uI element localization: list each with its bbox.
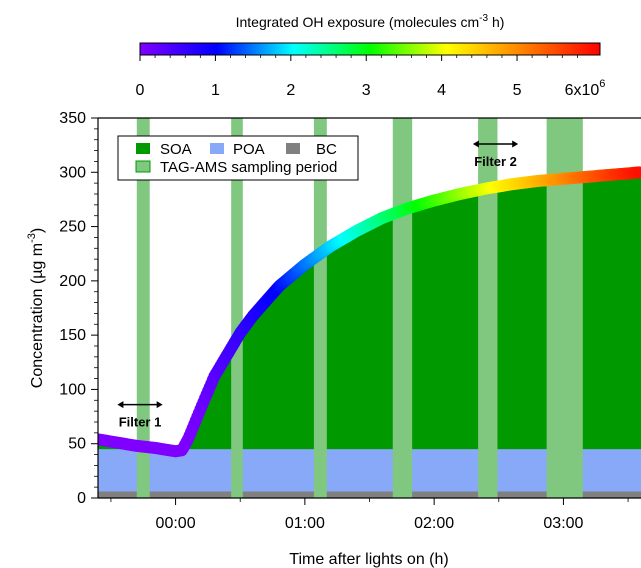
- colorbar-max-label: 6x106: [565, 78, 606, 99]
- x-tick-label: 02:00: [414, 515, 454, 532]
- sampling-period: [136, 118, 150, 498]
- x-axis-label: Time after lights on (h): [289, 551, 448, 568]
- y-tick-label: 100: [59, 381, 86, 398]
- sampling-period: [392, 118, 413, 498]
- y-tick-label: 250: [59, 219, 86, 236]
- x-tick-label: 01:00: [285, 515, 325, 532]
- y-tick-label: 150: [59, 327, 86, 344]
- filter-annotations: Filter 1 Filter 2: [117, 140, 519, 430]
- legend-label-sampling: TAG-AMS sampling period: [160, 159, 337, 176]
- plot-area: [98, 118, 641, 498]
- filter-label: Filter 1: [119, 415, 162, 430]
- bc-fill: [98, 491, 641, 498]
- colorbar-title: Integrated OH exposure (molecules cm-3 h…: [236, 13, 505, 30]
- axes: 0 50 100 150 200 250 300 350 00:00 01:00 02:00 03:0…: [59, 110, 641, 532]
- legend-label-soa: SOA: [160, 141, 192, 158]
- filter-arrow-head-left: [117, 401, 124, 409]
- legend: SOA POA BC TAG-AMS sampling period: [117, 135, 359, 181]
- y-tick-label: 50: [68, 436, 86, 453]
- legend-swatch-bc: [286, 143, 300, 154]
- colorbar-tick-label: 2: [286, 82, 295, 99]
- bc-area: [98, 491, 641, 498]
- x-tick-label: 03:00: [543, 515, 583, 532]
- y-tick-label: 350: [59, 110, 86, 127]
- legend-label-poa: POA: [233, 141, 265, 158]
- legend-label-bc: BC: [316, 141, 337, 158]
- y-axis-label: Concentration (µg m-3): [26, 228, 46, 388]
- filter-label: Filter 2: [474, 154, 517, 169]
- filter-arrow-head-right: [512, 140, 519, 148]
- sampling-period: [313, 118, 327, 498]
- y-tick-label: 200: [59, 273, 86, 290]
- colorbar-tick-label: 5: [513, 82, 522, 99]
- mass-point: [633, 166, 641, 179]
- legend-swatch-sampling: [135, 160, 151, 173]
- colorbar-tick-label: 3: [362, 82, 371, 99]
- sampling-period: [478, 118, 498, 498]
- filter-arrow-head-right: [156, 401, 163, 409]
- filter-arrow-head-left: [472, 140, 479, 148]
- colorbar-ticks: 0 1 2 3 4 5: [136, 55, 578, 99]
- x-tick-label: 00:00: [156, 515, 196, 532]
- legend-swatch-poa: [210, 143, 224, 154]
- colorbar-tick-label: 1: [211, 82, 220, 99]
- legend-box: [117, 135, 359, 181]
- colorbar: Integrated OH exposure (molecules cm-3 h…: [136, 13, 606, 99]
- y-tick-label: 300: [59, 164, 86, 181]
- total-mass-trace: [98, 166, 641, 458]
- colorbar-gradient: [139, 42, 601, 56]
- sampling-period: [231, 118, 243, 498]
- legend-swatch-soa: [136, 143, 150, 154]
- colorbar-tick-label: 0: [136, 82, 145, 99]
- colorbar-tick-label: 4: [437, 82, 446, 99]
- y-tick-label: 0: [77, 490, 86, 507]
